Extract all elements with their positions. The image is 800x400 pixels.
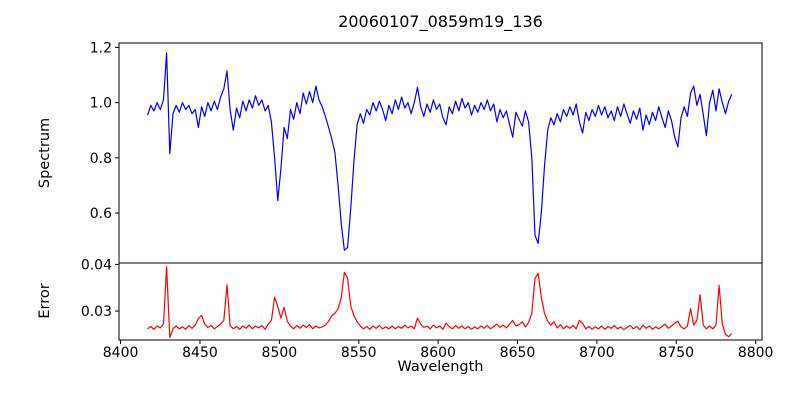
y-tick-label: 1.2 <box>90 40 112 56</box>
panel-frame <box>118 262 763 341</box>
y-tick-label: 0.8 <box>90 151 112 167</box>
x-tick-label: 8550 <box>341 345 377 361</box>
y-tick-label: 1.0 <box>90 96 112 112</box>
x-tick-label: 8450 <box>182 345 218 361</box>
x-tick-label: 8650 <box>500 345 536 361</box>
panel-frame <box>118 42 763 264</box>
x-tick-label: 8400 <box>103 345 139 361</box>
x-tick-label: 8800 <box>738 345 774 361</box>
x-tick-label: 8600 <box>420 345 456 361</box>
y-tick-label: 0.04 <box>81 257 112 273</box>
error-line <box>147 266 733 339</box>
chart-title: 20060107_0859m19_136 <box>338 12 543 31</box>
x-tick-label: 8700 <box>579 345 615 361</box>
x-axis-label-wavelength: Wavelength <box>397 359 484 375</box>
x-tick-label: 8500 <box>262 345 298 361</box>
x-tick-label: 8750 <box>658 345 694 361</box>
y-tick-label: 0.6 <box>90 206 112 222</box>
y-tick-label: 0.03 <box>81 304 112 320</box>
spectrum-line <box>147 52 733 251</box>
